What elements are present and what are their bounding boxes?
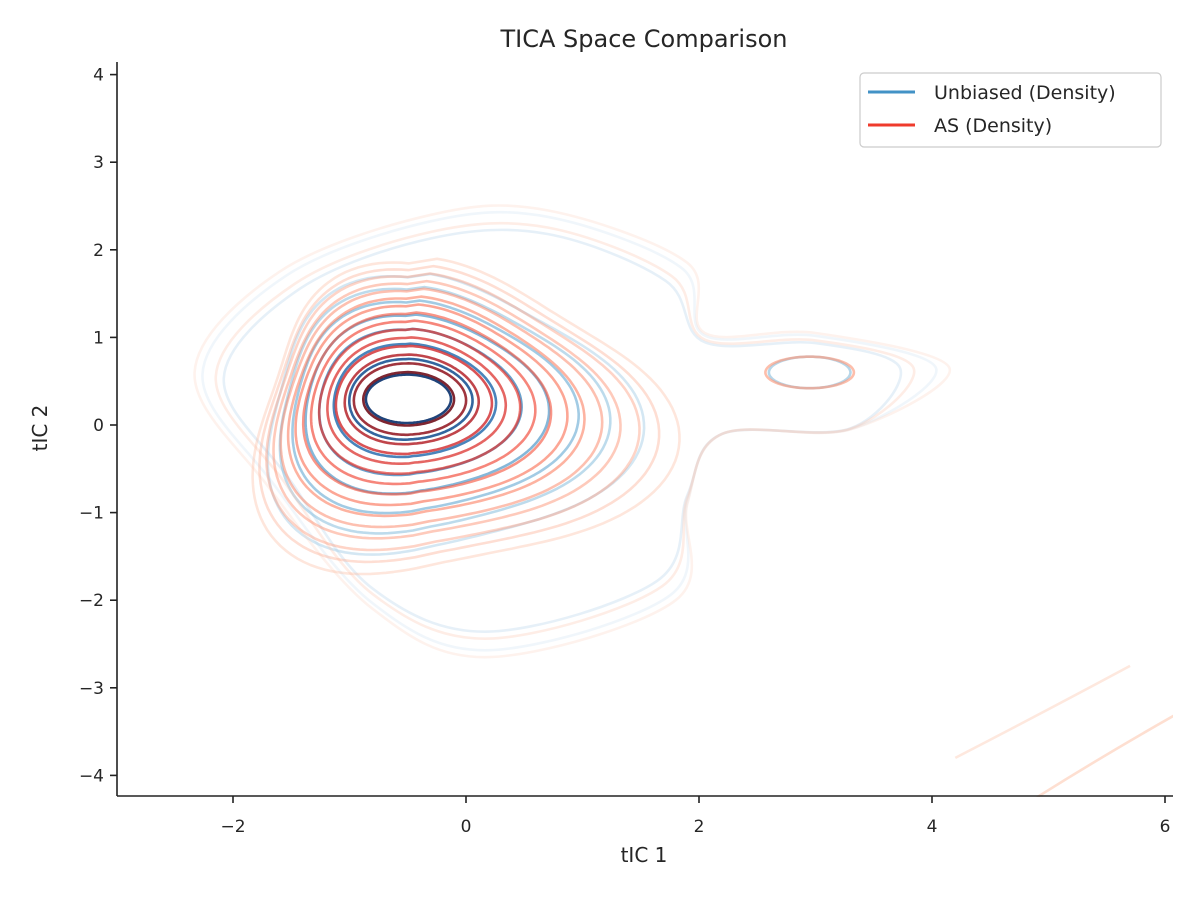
contour-level	[286, 295, 586, 518]
y-tick-label: 1	[93, 328, 104, 348]
legend-label-unbiased: Unbiased (Density)	[934, 82, 1116, 104]
contour-tail	[954, 664, 1173, 797]
contour-level	[309, 319, 537, 486]
contour-level	[317, 327, 522, 475]
y-tick-label: −2	[79, 591, 104, 611]
contour-level	[251, 257, 681, 576]
contour-level	[291, 299, 580, 515]
x-tick-label: 6	[1160, 817, 1171, 837]
contour-level	[352, 362, 468, 437]
x-tick-label: 4	[927, 817, 938, 837]
x-axis-label: tIC 1	[621, 843, 668, 867]
legend-label-as: AS (Density)	[934, 115, 1052, 137]
chart-title: TICA Space Comparison	[499, 25, 787, 53]
contour-level	[343, 353, 480, 446]
y-tick-label: 0	[93, 416, 104, 436]
contour-level	[304, 313, 551, 495]
y-tick-label: −4	[79, 766, 104, 786]
x-axis-ticks: −2 0 2 4 6	[220, 796, 1170, 837]
contour-level	[193, 204, 951, 659]
contour-level	[272, 279, 622, 540]
x-tick-label: 2	[694, 817, 705, 837]
contour-level	[362, 370, 456, 427]
contour-level-secondary	[764, 355, 856, 390]
y-tick-label: 3	[93, 153, 104, 173]
contour-level	[294, 303, 569, 507]
contour-level	[279, 287, 604, 529]
x-tick-label: 0	[461, 817, 472, 837]
contour-level	[266, 272, 646, 556]
contour-level	[258, 264, 661, 564]
contour-level	[332, 342, 498, 459]
plot-area	[193, 204, 1173, 797]
contour-level	[326, 336, 508, 465]
y-tick-label: 4	[93, 66, 104, 86]
x-tick-label: −2	[220, 817, 245, 837]
contour-level	[301, 311, 553, 496]
y-tick-label: 2	[93, 241, 104, 261]
y-tick-label: −1	[79, 504, 104, 524]
contour-level	[265, 272, 641, 552]
y-axis-ticks: −4 −3 −2 −1 0 1 2 3 4	[79, 66, 117, 786]
contour-level	[201, 210, 938, 652]
contour-level	[214, 221, 916, 640]
contour-level-tail	[1036, 714, 1173, 797]
contour-level	[222, 228, 903, 633]
contour-level-tail	[954, 664, 1131, 760]
y-tick-label: −3	[79, 679, 104, 699]
contour-level	[334, 344, 494, 456]
contour-level	[364, 373, 453, 425]
legend-frame	[859, 72, 1162, 148]
y-axis-label: tIC 2	[28, 405, 52, 452]
contour-level	[348, 357, 474, 441]
contour-series-1	[193, 204, 951, 659]
legend: Unbiased (Density) AS (Density)	[859, 72, 1162, 148]
